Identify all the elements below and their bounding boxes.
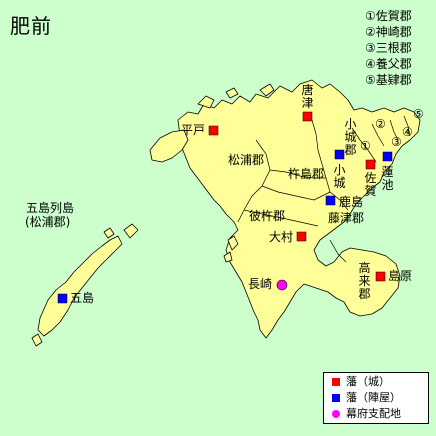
goto-jinya-marker (57, 293, 68, 304)
ogi-district-label: 小城郡 (344, 117, 357, 157)
district-boundaries (237, 115, 411, 263)
district-number-2: ② (375, 117, 386, 131)
map-title: 肥前 (10, 14, 52, 38)
karatsu-label: 唐津 (301, 83, 314, 110)
takaki-district-label: 高来郡 (358, 261, 371, 301)
ogi-jinya-marker (334, 149, 345, 160)
goto-district-note: (松浦郡) (25, 215, 71, 229)
matsuura-district-label: 松浦郡 (228, 153, 265, 167)
saga-label: 佐賀 (364, 171, 377, 198)
saga-castle-marker (365, 159, 376, 170)
omura-label: 大村 (269, 230, 294, 244)
legend-jinya: 藩（陣屋） (332, 391, 401, 405)
goto-label: 五島 (70, 291, 95, 305)
district-list-item: ②神崎郡 (365, 25, 412, 39)
district-number-5: ⑤ (413, 107, 424, 121)
fujitsu-district-label: 藤津郡 (328, 211, 365, 225)
hasunoike-jinya-marker (382, 151, 393, 162)
blue-square-icon (332, 394, 340, 402)
district-number-list: ①佐賀郡 ②神崎郡 ③三根郡 ④養父郡 ⑤基肄郡 (365, 8, 412, 88)
district-list-item: ⑤基肄郡 (365, 73, 412, 87)
district-number-4: ④ (402, 125, 413, 139)
sonogi-district-label: 彼杵郡 (249, 209, 286, 223)
shimabara-castle-marker (375, 271, 386, 282)
goto-islands (37, 235, 123, 337)
karatsu-castle-marker (302, 111, 313, 122)
nagasaki-bakufu-marker (276, 279, 288, 291)
hizen-mainland (177, 79, 421, 339)
district-list-item: ④養父郡 (365, 57, 412, 71)
map-legend: 藩（城） 藩（陣屋） 幕府支配地 (323, 372, 429, 424)
goto-islands-label: 五島列島 (26, 201, 75, 215)
legend-castle-label: 藩（城） (346, 375, 390, 388)
kashima-label: 鹿島 (339, 195, 364, 209)
hirado-castle-marker (208, 125, 219, 136)
legend-jinya-label: 藩（陣屋） (346, 391, 401, 404)
kineshima-district-label: 杵島郡 (288, 167, 325, 181)
hirado-label: 平戸 (181, 123, 206, 137)
red-square-icon (332, 378, 340, 386)
ogi-town-label: 小城 (333, 163, 346, 190)
district-list-item: ①佐賀郡 (365, 9, 412, 23)
legend-bakufu-label: 幕府支配地 (346, 407, 401, 420)
magenta-circle-icon (332, 410, 340, 418)
kashima-jinya-marker (325, 195, 336, 206)
hasunoike-label: 蓮池 (381, 165, 394, 192)
legend-castle: 藩（城） (332, 375, 390, 389)
nagasaki-label: 長崎 (248, 277, 273, 291)
district-number-3: ③ (391, 135, 402, 149)
district-list-item: ③三根郡 (365, 41, 412, 55)
omura-castle-marker (296, 231, 307, 242)
shimabara-label: 島原 (388, 269, 413, 283)
district-number-1: ① (360, 139, 371, 153)
hirado-island (149, 129, 189, 163)
legend-bakufu: 幕府支配地 (332, 407, 401, 421)
